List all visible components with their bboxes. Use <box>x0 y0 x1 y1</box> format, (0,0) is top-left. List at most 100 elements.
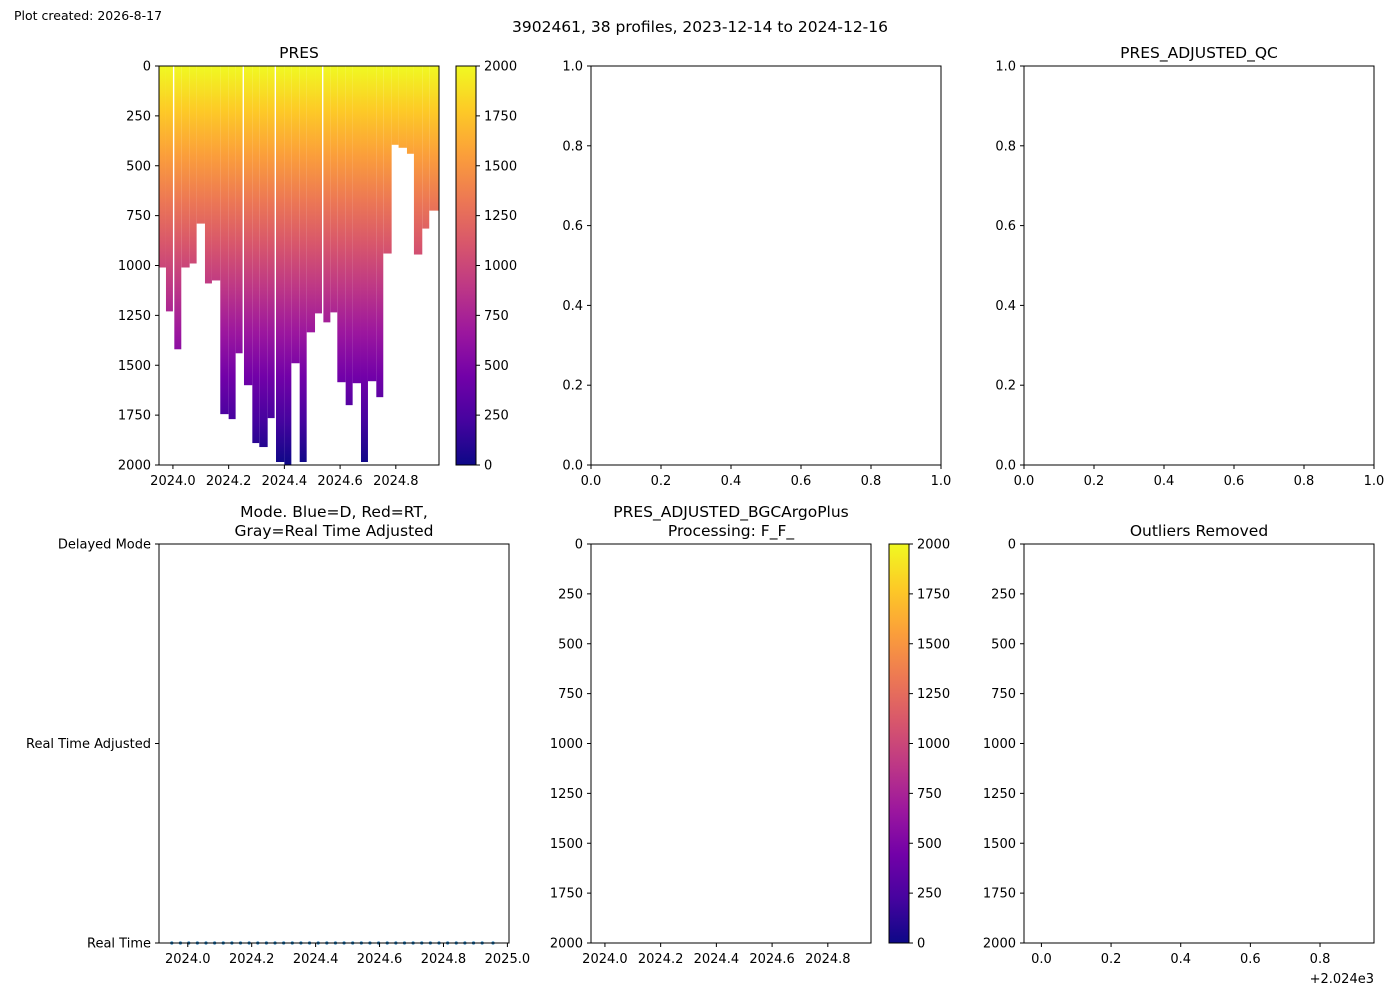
profile-column-10 <box>235 66 243 354</box>
y-tick-label: 0.6 <box>995 219 1016 234</box>
colorbar <box>456 66 476 465</box>
x-offset-label: +2.024e3 <box>1310 972 1374 987</box>
colorbar-tick-label: 1000 <box>917 737 950 752</box>
axes-title: Mode. Blue=D, Red=RT, <box>240 503 428 521</box>
y-tick-label: 0.2 <box>995 379 1016 394</box>
profile-column-6 <box>204 66 212 284</box>
axes-title: PRES_ADJUSTED_QC <box>1120 44 1278 63</box>
y-tick-label: 0.6 <box>562 219 583 234</box>
colorbar-tick-label: 500 <box>917 837 942 852</box>
y-tick-label: 0.0 <box>995 459 1016 474</box>
y-tick-label: 0 <box>1008 538 1016 553</box>
y-tick-label: 2000 <box>118 459 151 474</box>
y-tick-label: 0 <box>575 538 583 553</box>
y-tick-label: Real Time Adjusted <box>26 737 151 752</box>
colorbar-tick-label: 250 <box>484 409 509 424</box>
x-tick-label: 0.6 <box>1240 952 1261 967</box>
x-tick-label: 0.0 <box>1014 474 1035 489</box>
profile-column-9 <box>228 66 236 420</box>
x-tick-label: 2024.4 <box>694 952 740 967</box>
profile-column-26 <box>360 66 368 463</box>
profile-column-27 <box>367 66 377 382</box>
plot-pres: 2024.0 2024.2 2024.4 2024.6 2024.8 0 250 500 750… <box>118 44 517 489</box>
x-tick-label: 1.0 <box>1364 474 1385 489</box>
axes-frame <box>590 543 872 944</box>
x-tick-label: 0.6 <box>1224 474 1245 489</box>
colorbar-tick-label: 1750 <box>917 587 950 602</box>
profile-column-4 <box>189 66 197 264</box>
colorbar-tick-label: 0 <box>484 459 492 474</box>
colorbar-tick-label: 2000 <box>917 538 950 553</box>
y-tick-label: 1000 <box>983 737 1016 752</box>
colorbar-tick-label: 2000 <box>484 60 517 75</box>
axes-title: Gray=Real Time Adjusted <box>234 522 433 540</box>
x-tick-label: 0.2 <box>1084 474 1105 489</box>
axes-frame <box>1023 65 1375 466</box>
profile-column-34 <box>422 66 430 229</box>
x-tick-label: 2024.4 <box>262 474 308 489</box>
y-tick-label: 1750 <box>550 887 583 902</box>
x-tick-label: 2024.2 <box>206 474 252 489</box>
x-tick-label: 2025.0 <box>485 952 531 967</box>
x-tick-label: 0.4 <box>721 474 742 489</box>
x-tick-label: 2024.0 <box>150 474 196 489</box>
y-tick-label: 2000 <box>983 937 1016 952</box>
plot-outliers_removed: 0.0 0.2 0.4 0.6 0.8 0 250 500 750 1000 1250 1500 175… <box>983 522 1375 987</box>
x-tick-label: 0.2 <box>1101 952 1122 967</box>
y-tick-label: 0.4 <box>995 299 1016 314</box>
colorbar-tick-label: 1750 <box>484 109 517 124</box>
profile-column-28 <box>376 66 384 398</box>
x-tick-label: 0.8 <box>861 474 882 489</box>
x-tick-label: 2024.8 <box>421 952 467 967</box>
profile-column-17 <box>291 66 300 364</box>
y-tick-label: 1750 <box>118 409 151 424</box>
x-tick-label: 2024.6 <box>357 952 403 967</box>
y-tick-label: 0.4 <box>562 299 583 314</box>
y-tick-label: 750 <box>558 687 583 702</box>
y-tick-label: 250 <box>991 587 1016 602</box>
x-tick-label: 0.4 <box>1170 952 1191 967</box>
colorbar-tick-label: 0 <box>917 937 925 952</box>
profile-column-7 <box>211 66 221 281</box>
y-tick-label: 250 <box>126 109 151 124</box>
x-tick-label: 2024.6 <box>749 952 795 967</box>
y-tick-label: 0.2 <box>562 379 583 394</box>
axes-title: Outliers Removed <box>1130 522 1268 540</box>
x-tick-label: 0.4 <box>1154 474 1175 489</box>
y-tick-label: 750 <box>126 209 151 224</box>
profile-column-14 <box>267 66 275 419</box>
profile-column-16 <box>284 66 292 465</box>
x-tick-label: 2024.2 <box>638 952 684 967</box>
axes-frame <box>158 543 510 944</box>
profile-column-35 <box>429 66 439 211</box>
profile-column-8 <box>220 66 229 415</box>
y-tick-label: 1250 <box>983 787 1016 802</box>
colorbar-tick-label: 1500 <box>917 637 950 652</box>
y-tick-label: 1000 <box>118 259 151 274</box>
profile-column-25 <box>352 66 361 384</box>
profile-column-24 <box>345 66 353 406</box>
colorbar-tick-label: 250 <box>917 887 942 902</box>
profile-column-18 <box>299 66 307 463</box>
colorbar-tick-label: 500 <box>484 359 509 374</box>
profile-column-30 <box>391 66 399 145</box>
colorbar-tick-label: 1250 <box>917 687 950 702</box>
x-tick-label: 0.8 <box>1294 474 1315 489</box>
profile-column-32 <box>406 66 414 154</box>
axes-title: PRES_ADJUSTED_BGCArgoPlus <box>613 503 849 522</box>
profile-column-19 <box>306 66 316 333</box>
colorbar-tick-label: 1500 <box>484 159 517 174</box>
x-tick-label: 0.8 <box>1310 952 1331 967</box>
profile-column-12 <box>252 66 260 444</box>
y-tick-label: 500 <box>126 159 151 174</box>
colorbar-tick-label: 1000 <box>484 259 517 274</box>
y-tick-label: 750 <box>991 687 1016 702</box>
profile-column-5 <box>196 66 205 224</box>
y-tick-label: 1500 <box>550 837 583 852</box>
colorbar-tick-label: 750 <box>484 309 509 324</box>
y-tick-label: 1.0 <box>562 60 583 75</box>
axes-title: Processing: F_F_ <box>668 522 794 541</box>
y-tick-label: 0.8 <box>562 139 583 154</box>
profile-column-3 <box>181 66 190 268</box>
